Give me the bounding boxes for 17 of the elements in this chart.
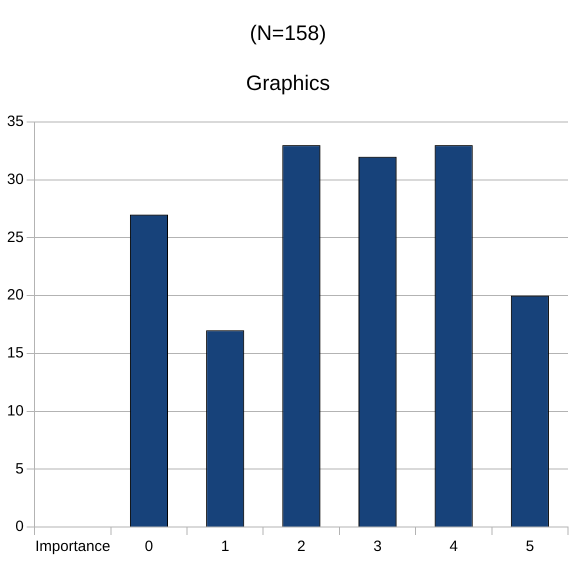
x-tick-label: 2 bbox=[297, 538, 306, 556]
x-tick-label: 4 bbox=[450, 538, 458, 556]
chart-subtitle: (N=158) bbox=[248, 22, 328, 46]
x-tick-label: 0 bbox=[144, 538, 154, 556]
y-tick-label: 25 bbox=[6, 228, 24, 246]
y-tick-label: 10 bbox=[6, 402, 24, 420]
chart-title: Graphics bbox=[244, 72, 332, 96]
x-tick-label: 3 bbox=[373, 538, 382, 556]
y-tick-label: 20 bbox=[6, 286, 24, 304]
y-tick-label: 5 bbox=[15, 460, 24, 478]
y-tick-label: 35 bbox=[6, 113, 24, 130]
x-tick-label: Importance bbox=[35, 538, 110, 556]
y-tick-label: 15 bbox=[6, 344, 24, 362]
x-tick-label: 1 bbox=[220, 538, 230, 556]
x-tick-label: 5 bbox=[526, 538, 534, 556]
y-tick-label: 0 bbox=[15, 518, 24, 536]
y-tick-label: 30 bbox=[6, 171, 24, 188]
